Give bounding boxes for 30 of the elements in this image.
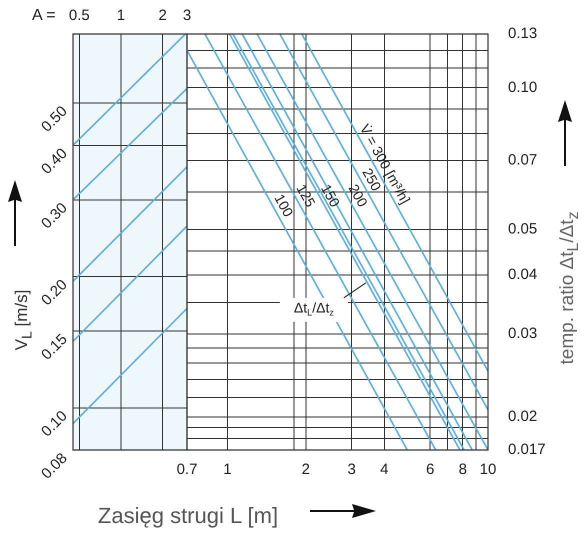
y-tick-label: 0.13 — [508, 25, 538, 42]
x-tick-label: 1 — [116, 7, 126, 24]
y-tick-label: 0.017 — [508, 441, 546, 458]
y-tick-label: 0.07 — [508, 152, 538, 169]
x-tick-label: 2 — [158, 7, 167, 24]
x-axis-title: A = — [32, 7, 56, 24]
text: 150 — [318, 181, 344, 210]
y-tick-label: 0.08 — [38, 450, 71, 482]
x-tick-label: 3 — [182, 7, 192, 24]
y-tick-label: 0.10 — [508, 78, 538, 96]
x-tick-label: 1 — [223, 461, 232, 478]
x-tick-label: 4 — [380, 461, 388, 478]
x-tick-label: 10 — [480, 461, 496, 478]
y-tick-label: 0.03 — [508, 324, 538, 342]
x-tick-label: 3 — [348, 461, 356, 478]
y-tick-label: 0.40 — [38, 145, 71, 178]
x-tick-label: 0.7 — [176, 461, 198, 478]
y-tick-label: 0.20 — [38, 276, 71, 309]
y-tick-label: 0.15 — [38, 330, 71, 364]
x-axis-title: Zasięg strugi L [m] — [98, 503, 278, 528]
x-tick-label: 6 — [426, 461, 434, 478]
x-tick-label: 0.5 — [68, 7, 90, 24]
y-tick-label: 0.05 — [508, 220, 538, 238]
y-tick-label: 0.50 — [38, 102, 71, 136]
x-tick-label: 2 — [302, 461, 310, 478]
y-tick-label: 0.02 — [508, 408, 538, 425]
x-tick-label: 8 — [458, 461, 467, 478]
y-tick-label: 0.10 — [38, 407, 71, 440]
y-tick-label: 0.30 — [38, 199, 71, 232]
y-tick-label: 0.04 — [508, 266, 538, 284]
